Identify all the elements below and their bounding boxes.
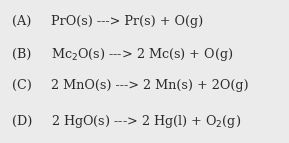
Text: PrO(s) ---> Pr(s) + O(g): PrO(s) ---> Pr(s) + O(g) [51,15,203,28]
Text: 2 MnO(s) ---> 2 Mn(s) + 2O(g): 2 MnO(s) ---> 2 Mn(s) + 2O(g) [51,79,248,92]
Text: (D): (D) [12,115,32,128]
Text: (A): (A) [12,15,31,28]
Text: 2 HgO(s) ---> 2 Hg(l) + O$_2$(g): 2 HgO(s) ---> 2 Hg(l) + O$_2$(g) [51,113,241,130]
Text: Mc$_2$O(s) ---> 2 Mc(s) + O(g): Mc$_2$O(s) ---> 2 Mc(s) + O(g) [51,46,233,63]
Text: (C): (C) [12,79,32,92]
Text: (B): (B) [12,48,31,61]
